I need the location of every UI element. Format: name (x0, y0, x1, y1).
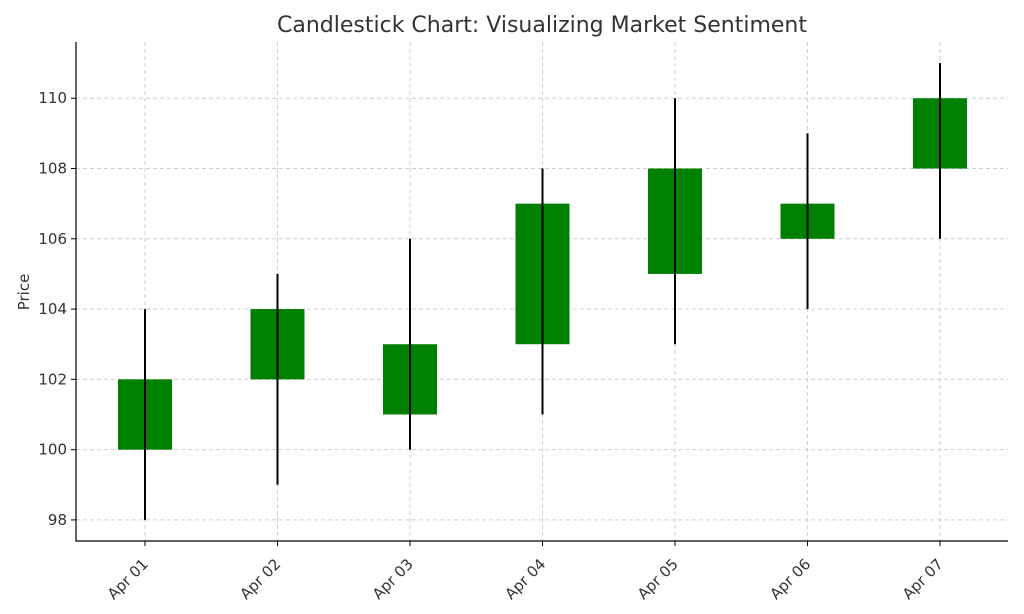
axis-spines (75, 42, 1008, 542)
x-tick-label: Apr 01 (104, 555, 152, 603)
x-tick-label: Apr 07 (899, 555, 947, 603)
y-tick-label: 100 (38, 441, 67, 459)
y-axis-label: Price (15, 274, 33, 311)
x-tick-label: Apr 04 (501, 555, 549, 603)
y-tick-label: 104 (38, 300, 67, 318)
x-tick-label: Apr 05 (634, 555, 682, 603)
y-tick-label: 102 (38, 370, 67, 388)
chart-title: Candlestick Chart: Visualizing Market Se… (277, 13, 807, 38)
y-tick-label: 98 (48, 511, 67, 529)
x-tick-label: Apr 02 (236, 555, 284, 603)
x-tick-label: Apr 03 (369, 555, 417, 603)
x-tick-label: Apr 06 (766, 555, 814, 603)
y-tick-label: 106 (38, 230, 67, 248)
y-tick-label: 108 (38, 160, 67, 178)
candle-layer (118, 63, 967, 520)
y-tick-label: 110 (38, 89, 67, 107)
